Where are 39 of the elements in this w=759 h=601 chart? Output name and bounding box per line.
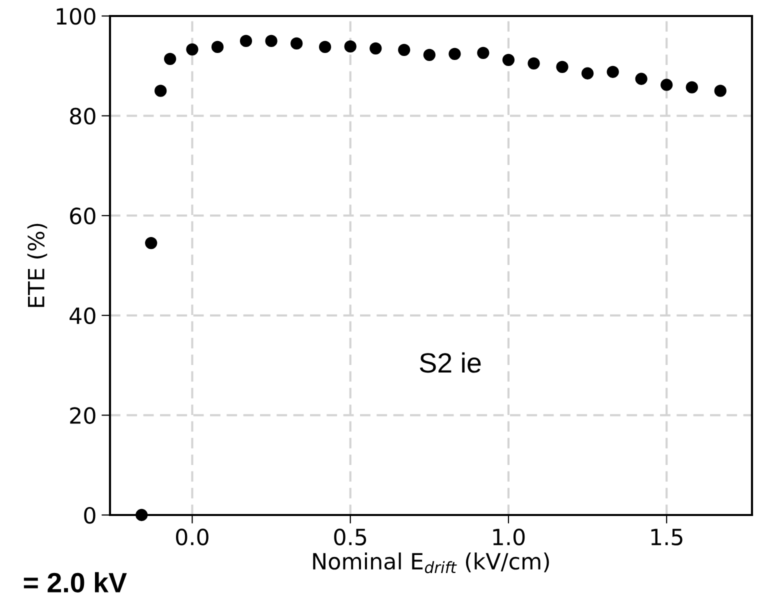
point bbox=[423, 48, 436, 61]
point bbox=[448, 48, 461, 60]
point bbox=[211, 40, 224, 54]
y-axis-title: ETE (%) bbox=[27, 224, 48, 307]
x-tick-label: 0.0 bbox=[176, 528, 208, 546]
point bbox=[581, 67, 594, 80]
point bbox=[714, 84, 726, 97]
point bbox=[145, 236, 158, 250]
point bbox=[344, 40, 356, 53]
point bbox=[502, 54, 515, 66]
y-tick-label: 20 bbox=[70, 407, 96, 424]
point bbox=[528, 57, 540, 70]
point bbox=[318, 40, 332, 54]
point bbox=[660, 78, 673, 91]
y-tick-label: 40 bbox=[70, 307, 96, 324]
point bbox=[477, 46, 490, 59]
point bbox=[370, 42, 382, 55]
y-tick-label: 60 bbox=[70, 208, 96, 224]
x-axis-title: Nominal E$_{drift}$ (kV/cm) bbox=[313, 552, 549, 574]
point bbox=[606, 66, 619, 78]
point bbox=[136, 508, 148, 522]
point bbox=[240, 34, 252, 48]
y-tick-label: 0 bbox=[84, 506, 96, 524]
point bbox=[164, 52, 176, 65]
y-tick-label: 80 bbox=[70, 108, 96, 125]
point bbox=[556, 60, 568, 73]
point bbox=[290, 37, 303, 50]
point bbox=[398, 44, 410, 56]
x-tick-label: 1.0 bbox=[493, 528, 525, 546]
x-tick-label: 0.5 bbox=[334, 528, 366, 546]
text: = 2.0 kV bbox=[24, 572, 127, 593]
point bbox=[154, 84, 167, 97]
point bbox=[186, 43, 198, 56]
point bbox=[265, 34, 278, 48]
x-tick-label: 1.5 bbox=[651, 528, 682, 546]
point bbox=[686, 81, 698, 94]
annotation: S2 ie bbox=[420, 352, 481, 373]
y-tick-label: 100 bbox=[56, 8, 96, 25]
point bbox=[635, 72, 648, 85]
